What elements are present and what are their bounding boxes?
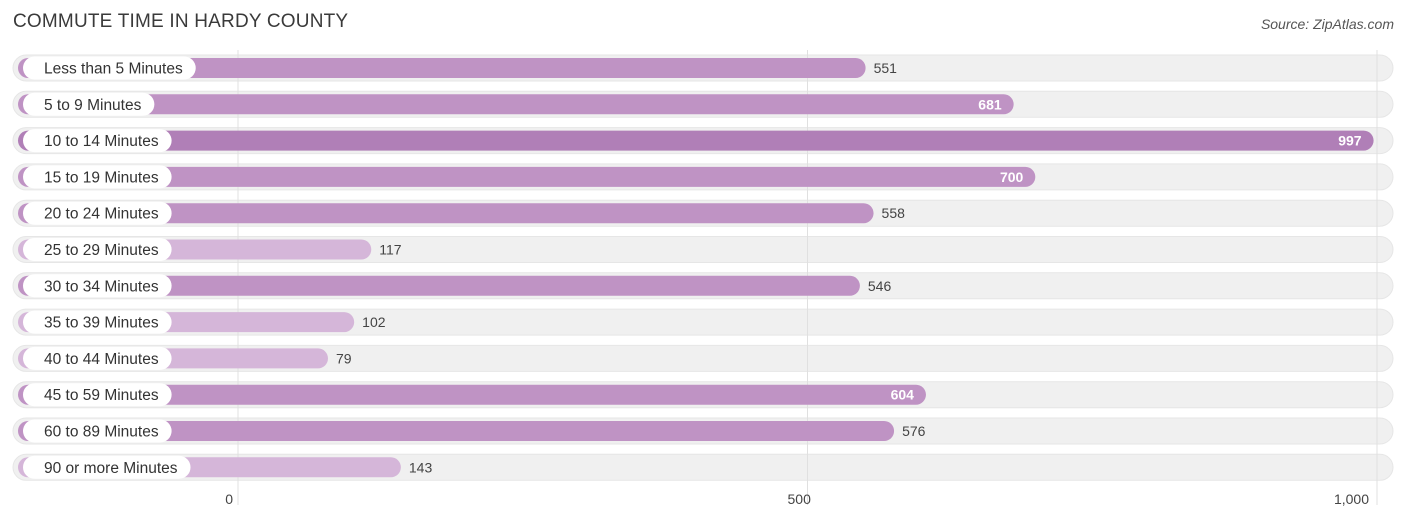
x-axis-ticks: 0 500 1,000: [225, 491, 1369, 507]
category-label-pill: [23, 455, 191, 479]
category-label: 40 to 44 Minutes: [44, 351, 159, 368]
bar: [18, 275, 860, 296]
category-label: 30 to 34 Minutes: [44, 278, 159, 295]
value-label: 102: [362, 314, 386, 330]
value-label: 604: [891, 387, 915, 403]
category-label-pill: [23, 201, 172, 225]
rows-layer: [12, 54, 1394, 481]
row-track: [12, 308, 1394, 336]
category-label: 15 to 19 Minutes: [44, 169, 159, 186]
category-label: 60 to 89 Minutes: [44, 424, 159, 441]
value-label: 576: [902, 423, 926, 439]
value-label: 997: [1338, 133, 1362, 149]
bars-layer: Less than 5 Minutes 551 5 to 9 Minutes 681 1…: [18, 56, 1374, 479]
category-label-pill: [23, 383, 172, 407]
value-label: 558: [882, 205, 906, 221]
bar: [18, 166, 1036, 187]
category-label-pill: [23, 310, 172, 334]
bar: [18, 384, 926, 405]
x-tick-label: 1,000: [1334, 491, 1369, 507]
value-label: 551: [874, 60, 898, 76]
category-label-pill: [23, 56, 196, 80]
category-label: 10 to 14 Minutes: [44, 133, 159, 150]
chart-title: COMMUTE TIME IN HARDY COUNTY: [13, 11, 349, 32]
category-label-pill: [23, 165, 172, 189]
row-track: [12, 344, 1394, 372]
value-label: 681: [978, 96, 1002, 112]
bar: [18, 130, 1374, 151]
category-label-pill: [23, 346, 172, 370]
category-label: Less than 5 Minutes: [44, 61, 183, 78]
category-label-pill: [23, 129, 172, 153]
category-label: 5 to 9 Minutes: [44, 97, 142, 114]
bar: [18, 94, 1014, 115]
value-label: 117: [379, 242, 402, 258]
chart-source: Source: ZipAtlas.com: [1260, 16, 1394, 32]
category-label: 35 to 39 Minutes: [44, 315, 159, 332]
x-tick-label: 0: [225, 491, 233, 507]
bar: [18, 58, 866, 78]
category-label: 45 to 59 Minutes: [44, 387, 159, 404]
bar: [18, 203, 874, 224]
category-label: 20 to 24 Minutes: [44, 206, 159, 223]
category-label: 90 or more Minutes: [44, 460, 178, 477]
bar: [18, 421, 895, 441]
category-label-pill: [23, 92, 155, 116]
category-label-pill: [23, 419, 172, 443]
category-label-pill: [23, 238, 172, 261]
category-label-pill: [23, 274, 172, 298]
x-tick-label: 500: [788, 491, 812, 507]
value-label: 700: [1000, 169, 1024, 185]
value-label: 546: [868, 278, 892, 294]
value-label: 79: [336, 350, 352, 366]
category-label: 25 to 29 Minutes: [44, 242, 159, 259]
value-label: 143: [409, 459, 433, 475]
